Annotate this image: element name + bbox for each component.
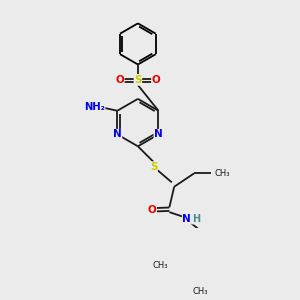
Text: H: H [192,214,200,224]
Text: O: O [152,75,161,85]
Text: N: N [182,214,191,224]
Text: CH₃: CH₃ [152,261,168,270]
Text: N: N [154,129,163,140]
Text: NH₂: NH₂ [84,102,105,112]
Text: S: S [150,162,158,172]
Text: CH₃: CH₃ [192,287,208,296]
Text: O: O [116,75,124,85]
Text: S: S [134,75,142,85]
Text: N: N [113,129,122,140]
Text: O: O [148,205,156,215]
Text: CH₃: CH₃ [214,169,230,178]
